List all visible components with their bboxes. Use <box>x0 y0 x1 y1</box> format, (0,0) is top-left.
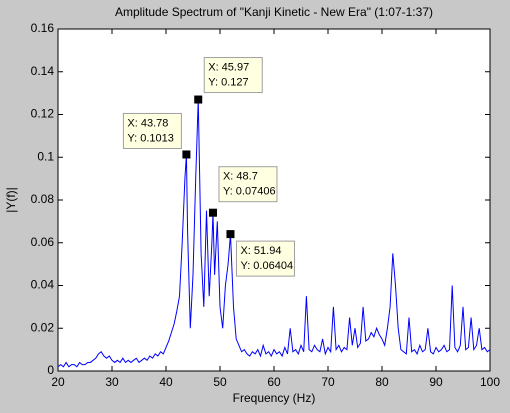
y-tick-label: 0.12 <box>31 107 55 121</box>
datatip-box <box>122 112 182 149</box>
datatip-y: Y: 0.127 <box>208 76 248 88</box>
x-tick-label: 30 <box>105 375 119 389</box>
datatip-box <box>203 57 263 94</box>
x-tick-label: 100 <box>480 375 500 389</box>
datatip-y: Y: 0.07406 <box>223 186 276 198</box>
datatip-y: Y: 0.06404 <box>240 260 293 272</box>
x-tick-label: 40 <box>159 375 173 389</box>
y-tick-label: 0.08 <box>31 192 55 206</box>
x-axis-label: Frequency (Hz) <box>233 391 316 405</box>
y-axis-label: |Y(f)| <box>4 187 18 213</box>
x-tick-label: 90 <box>429 375 443 389</box>
datatip-marker <box>226 230 235 239</box>
spectrum-line <box>57 99 491 368</box>
chart-title: Amplitude Spectrum of "Kanji Kinetic - N… <box>115 5 433 19</box>
datatip-box <box>218 166 278 203</box>
datatip-marker <box>182 150 191 159</box>
y-tick-label: 0.06 <box>31 235 55 249</box>
x-tick-label: 50 <box>213 375 227 389</box>
y-tick-label: 0 <box>47 363 54 377</box>
datatip-x: X: 43.78 <box>127 117 168 129</box>
x-tick-label: 20 <box>51 375 65 389</box>
datatip-x: X: 48.7 <box>223 171 258 183</box>
x-tick-label: 70 <box>321 375 335 389</box>
datatip-box <box>235 240 295 277</box>
y-tick-label: 0.14 <box>31 64 55 78</box>
datatip-marker <box>208 208 217 217</box>
x-tick-label: 60 <box>267 375 281 389</box>
y-tick-label: 0.1 <box>37 149 54 163</box>
y-tick-label: 0.16 <box>31 21 55 35</box>
datatip-x: X: 45.97 <box>208 61 249 73</box>
datatip-y: Y: 0.1013 <box>127 132 174 144</box>
y-tick-label: 0.04 <box>31 278 55 292</box>
x-tick-label: 80 <box>375 375 389 389</box>
datatip-x: X: 51.94 <box>240 245 281 257</box>
y-tick-label: 0.02 <box>31 320 55 334</box>
datatip-marker <box>194 95 203 104</box>
